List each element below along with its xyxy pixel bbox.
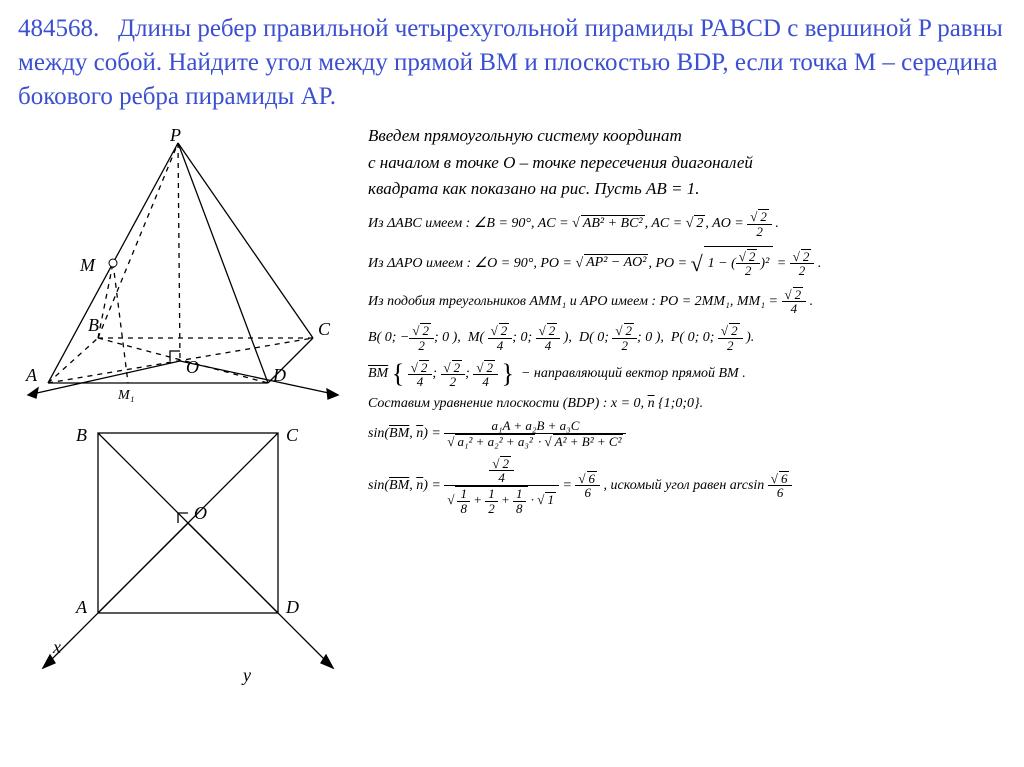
intro: Введем прямоугольную систему координат с… — [368, 123, 1006, 202]
square-diagram: B C O A D x y — [18, 413, 348, 693]
intro-l3: квадрата как показано на рис. Пусть AB =… — [368, 176, 1006, 202]
label-B: B — [88, 315, 99, 335]
step-3: Из подобия треугольников AMM₁ и APO имее… — [368, 287, 1006, 316]
label-P: P — [169, 125, 181, 145]
solution-column: Введем прямоугольную систему координат с… — [358, 123, 1006, 522]
problem-statement: 484568. Длины ребер правильной четырехуг… — [18, 12, 1006, 113]
pyramid-diagram: P M B C O A D M₁ — [18, 123, 348, 413]
label-M: M — [79, 255, 96, 275]
sq-O: O — [194, 503, 207, 523]
sq-y: y — [241, 665, 251, 685]
step-1: Из ΔABC имеем : ∠B = 90°, AC = √AB² + BC… — [368, 209, 1006, 238]
label-O: O — [186, 357, 199, 377]
problem-number: 484568. — [18, 15, 99, 42]
sq-C: C — [286, 425, 299, 445]
step-7-formula: sin(BM, n) = a₁A + a₂B + a₃C √a₁² + a₂² … — [368, 419, 1006, 448]
sq-B: B — [76, 425, 87, 445]
sq-D: D — [285, 597, 299, 617]
step-4-coords: B( 0; −√22; 0 ), M( √24; 0; √24 ), D( 0;… — [368, 323, 1006, 352]
intro-l2: с началом в точке O – точке пересечения … — [368, 150, 1006, 176]
label-D: D — [272, 365, 286, 385]
sq-x: x — [52, 637, 61, 657]
step-6-plane: Составим уравнение плоскости (BDP) : x =… — [368, 396, 1006, 412]
label-M1: M₁ — [117, 388, 135, 403]
intro-l1: Введем прямоугольную систему координат — [368, 123, 1006, 149]
label-A: A — [25, 365, 38, 385]
step-8-final: sin(BM, n) = √24 √18 + 12 + 18 · √1 = √6… — [368, 456, 1006, 516]
figures-column: P M B C O A D M₁ B C O — [18, 123, 358, 693]
step-5-vector: BM { √24; √22; √24 } − направляющий вект… — [368, 359, 1006, 389]
label-C: C — [318, 319, 331, 339]
step-2: Из ΔAPO имеем : ∠O = 90°, PO = √AP² − AO… — [368, 246, 1006, 280]
problem-text: Длины ребер правильной четырехугольной п… — [18, 15, 1003, 110]
sq-A: A — [75, 597, 88, 617]
